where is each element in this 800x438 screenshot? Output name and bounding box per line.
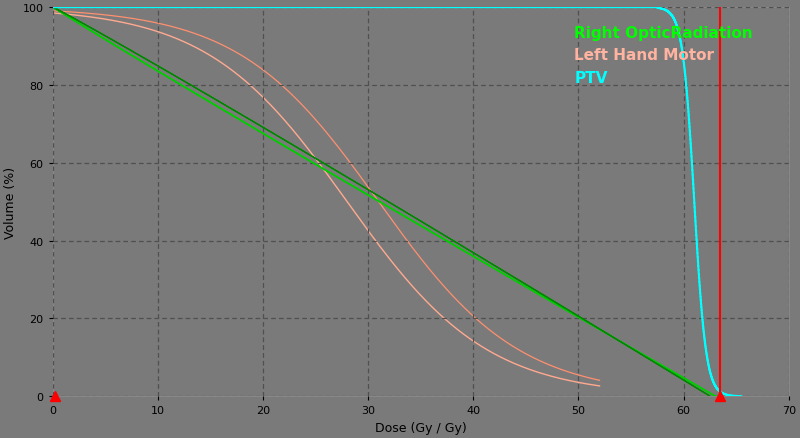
X-axis label: Dose (Gy / Gy): Dose (Gy / Gy): [375, 421, 466, 434]
Legend: Right OpticRadiation, Left Hand Motor, PTV: Right OpticRadiation, Left Hand Motor, P…: [568, 20, 759, 92]
Y-axis label: Volume (%): Volume (%): [4, 166, 17, 238]
